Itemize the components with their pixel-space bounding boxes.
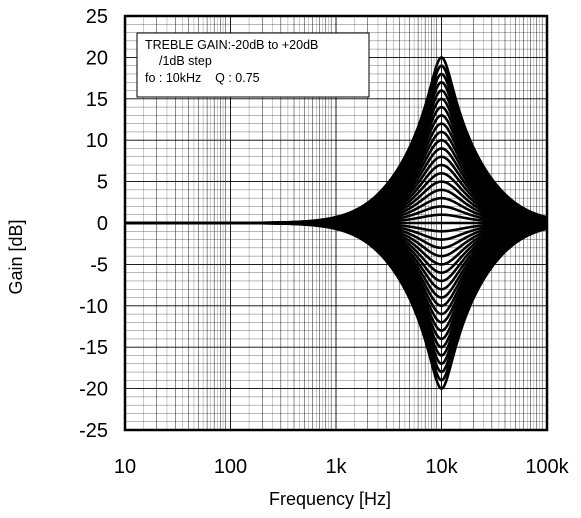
y-tick-label: -5 (90, 254, 108, 276)
x-tick-label: 10k (425, 456, 458, 478)
annotation-line-3: fo : 10kHz Q : 0.75 (145, 71, 260, 85)
y-tick-label: 10 (86, 130, 108, 152)
response-curves (124, 56, 548, 390)
x-tick-label: 100k (525, 456, 569, 478)
y-tick-label: -20 (79, 379, 108, 401)
response-curve-20db (124, 56, 548, 225)
plot-frame (123, 14, 549, 432)
y-tick-label: -25 (79, 420, 108, 442)
x-axis-title: Frequency [Hz] (269, 489, 391, 509)
y-tick-label: 5 (97, 172, 108, 194)
y-axis-title: Gain [dB] (6, 219, 26, 294)
x-tick-label: 100 (214, 456, 247, 478)
y-tick-label: 25 (86, 6, 108, 28)
y-tick-label: 15 (86, 89, 108, 111)
x-tick-label: 1k (325, 456, 347, 478)
y-tick-label: -10 (79, 296, 108, 318)
annotation-line-2: /1dB step (159, 54, 212, 68)
annotation-frame (136, 32, 370, 98)
x-tick-label: 10 (114, 456, 136, 478)
y-tick-label: 20 (86, 47, 108, 69)
annotation-line-1: TREBLE GAIN:-20dB to +20dB (145, 38, 318, 52)
y-tick-label: 0 (97, 213, 108, 235)
annotation-box: TREBLE GAIN:-20dB to +20dB /1dB step fo … (136, 32, 370, 98)
tick-labels: 10 100 1k 10k 100k -25 -20 -15 -10 -5 0 5 10 15 20 25 (79, 6, 570, 478)
y-tick-label: -15 (79, 337, 108, 359)
